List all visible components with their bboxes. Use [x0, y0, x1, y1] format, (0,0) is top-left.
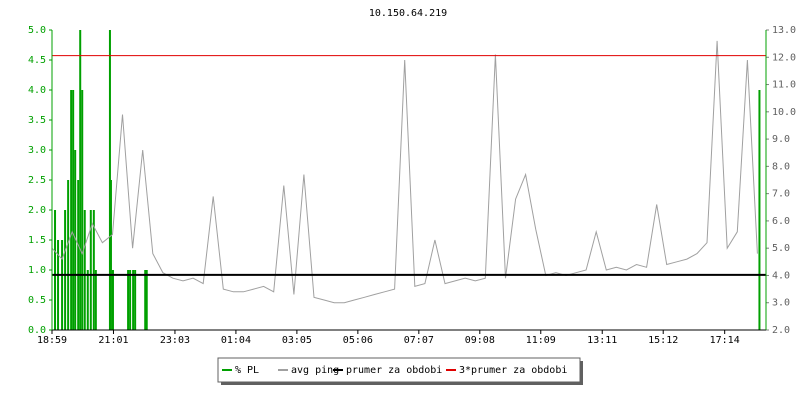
pl-bar: [132, 270, 135, 330]
legend-label: % PL: [235, 365, 259, 376]
y-tick-label: 2.5: [28, 175, 46, 186]
pl-bar: [108, 30, 111, 330]
pl-bar: [145, 270, 148, 330]
y-tick-label: 4.5: [28, 55, 46, 66]
x-tick-label: 18:59: [37, 335, 67, 346]
pl-bar: [70, 90, 73, 330]
y2-tick-label: 3.0: [772, 298, 790, 309]
x-tick-label: 21:01: [98, 335, 128, 346]
pl-bar: [79, 30, 82, 330]
y2-tick-label: 7.0: [772, 189, 790, 200]
pl-bar: [134, 270, 137, 330]
y-tick-label: 3.0: [28, 145, 46, 156]
y2-tick-label: 8.0: [772, 161, 790, 172]
y2-tick-label: 12.0: [772, 52, 796, 63]
pl-bar: [81, 90, 84, 330]
pl-bar: [64, 210, 67, 330]
pl-bar: [57, 240, 60, 330]
y2-tick-label: 2.0: [772, 325, 790, 336]
y-tick-label: 2.0: [28, 205, 46, 216]
pl-bar: [72, 90, 75, 330]
y-tick-label: 3.5: [28, 115, 46, 126]
pl-bar: [129, 270, 132, 330]
y2-tick-label: 4.0: [772, 270, 790, 281]
pl-bar: [758, 90, 761, 330]
pl-bar: [61, 240, 64, 330]
x-tick-label: 17:14: [710, 335, 740, 346]
x-tick-label: 23:03: [160, 335, 190, 346]
y-tick-label: 0.0: [28, 325, 46, 336]
y-tick-label: 1.0: [28, 265, 46, 276]
x-tick-label: 11:09: [526, 335, 556, 346]
pl-bar: [86, 270, 89, 330]
pl-bar: [111, 270, 114, 330]
pl-bar: [92, 210, 95, 330]
x-tick-label: 05:06: [343, 335, 373, 346]
legend-label: 3*prumer za obdobi: [459, 365, 567, 376]
y2-tick-label: 9.0: [772, 134, 790, 145]
pl-bar: [144, 270, 147, 330]
y-tick-label: 5.0: [28, 25, 46, 36]
pl-bar: [74, 150, 77, 330]
pl-bar: [67, 180, 70, 330]
chart-title: 10.150.64.219: [369, 8, 447, 19]
pl-bar: [83, 210, 86, 330]
pl-bar: [77, 180, 80, 330]
pl-bar: [54, 210, 57, 330]
y-tick-label: 0.5: [28, 295, 46, 306]
y-tick-label: 1.5: [28, 235, 46, 246]
y2-tick-label: 10.0: [772, 107, 796, 118]
pl-bar: [127, 270, 130, 330]
pl-bar: [109, 180, 112, 330]
x-tick-label: 15:12: [648, 335, 678, 346]
pl-bar: [94, 270, 97, 330]
y2-tick-label: 6.0: [772, 216, 790, 227]
x-tick-label: 03:05: [282, 335, 312, 346]
y-tick-label: 4.0: [28, 85, 46, 96]
pl-bar: [89, 210, 92, 330]
ping-line: [51, 40, 758, 304]
y2-tick-label: 11.0: [772, 80, 796, 91]
legend-label: avg ping: [291, 365, 339, 376]
legend-label: prumer za obdobi: [346, 365, 442, 376]
x-tick-label: 07:07: [404, 335, 434, 346]
x-tick-label: 01:04: [221, 335, 251, 346]
x-tick-label: 13:11: [587, 335, 617, 346]
y2-tick-label: 5.0: [772, 243, 790, 254]
x-tick-label: 09:08: [465, 335, 495, 346]
y2-tick-label: 13.0: [772, 25, 796, 36]
